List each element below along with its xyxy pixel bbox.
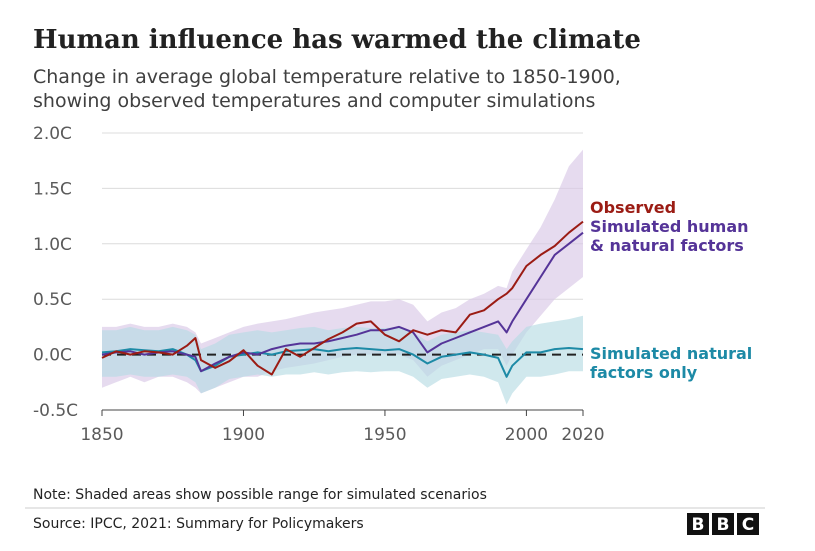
bbc-logo-block bbox=[712, 513, 734, 535]
bbc-logo-block bbox=[687, 513, 709, 535]
band-natural bbox=[102, 315, 583, 405]
bbc-logo-letter: C bbox=[742, 515, 754, 535]
series-label: Simulated human & natural factors bbox=[590, 217, 749, 255]
chart-title: Human influence has warmed the climate bbox=[33, 25, 641, 55]
x-tick-label: 1950 bbox=[363, 425, 406, 445]
x-tick-label: 2000 bbox=[505, 425, 548, 445]
bbc-logo-letter: B bbox=[692, 515, 705, 535]
x-tick-label: 2020 bbox=[561, 425, 604, 445]
series-human-natural bbox=[101, 231, 584, 373]
y-axis: -0.5C 0.0C 0.5C 1.0C 1.5C 2.0C bbox=[33, 124, 78, 421]
chart-source: Source: IPCC, 2021: Summary for Policyma… bbox=[33, 516, 364, 532]
x-tick-label: 1900 bbox=[222, 425, 265, 445]
y-tick-label: 0.0C bbox=[33, 346, 72, 366]
chart-subtitle-line-1: Change in average global temperature rel… bbox=[33, 66, 621, 88]
y-tick-label: 1.0C bbox=[33, 235, 72, 255]
series-lines bbox=[101, 220, 584, 378]
chart-note: Note: Shaded areas show possible range f… bbox=[33, 487, 487, 503]
y-tick-label: -0.5C bbox=[33, 401, 78, 421]
bands bbox=[102, 149, 583, 405]
series-observed bbox=[101, 220, 584, 376]
x-tick-label: 1850 bbox=[80, 425, 123, 445]
chart-subtitle-line-2: showing observed temperatures and comput… bbox=[33, 90, 595, 112]
series-label: Observed bbox=[590, 198, 676, 217]
y-tick-label: 1.5C bbox=[33, 179, 72, 199]
y-tick-label: 0.5C bbox=[33, 290, 72, 310]
x-axis: 1850 1900 1950 2000 2020 bbox=[80, 409, 605, 445]
bbc-logo-block bbox=[737, 513, 759, 535]
y-tick-label: 2.0C bbox=[33, 124, 72, 144]
series-label: Simulated natural factors only bbox=[590, 344, 752, 382]
bbc-logo-letter: B bbox=[717, 515, 730, 535]
